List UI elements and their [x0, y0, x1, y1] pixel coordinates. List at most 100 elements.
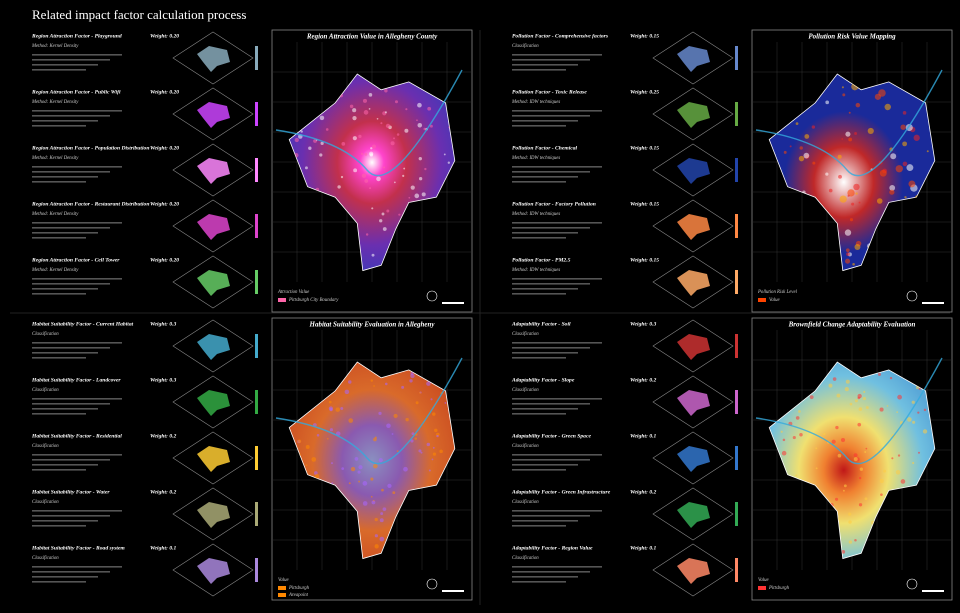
map-dot — [386, 423, 391, 428]
factor-name: Pollution Factor - PM2.5 — [512, 257, 571, 263]
text-line — [32, 454, 122, 456]
map-dot — [853, 183, 860, 191]
factor-method: Method: IDW techniques — [511, 156, 560, 161]
factor-method: Classification — [32, 332, 59, 337]
map-dot — [374, 544, 379, 549]
map-dot — [834, 497, 839, 501]
map-dot — [907, 417, 912, 422]
map-title: Region Attraction Value in Allegheny Cou… — [306, 33, 438, 41]
factor-method: Method: Kernel Density — [31, 100, 79, 105]
map-dot — [316, 433, 320, 437]
map-dot — [396, 133, 400, 136]
thumb-map — [677, 502, 710, 528]
thumb-frame — [652, 487, 734, 541]
text-line — [512, 581, 566, 583]
map-dot — [394, 100, 398, 104]
map-dot — [386, 209, 390, 213]
map-dot — [365, 233, 369, 236]
thumb-frame — [652, 319, 734, 373]
factor-name: Adaptability Factor - Soil — [511, 321, 571, 327]
legend-item: Pittsburgh — [768, 586, 790, 591]
map-dot — [393, 413, 398, 419]
text-line — [32, 413, 86, 415]
map-dot — [897, 394, 902, 400]
map-dot — [364, 152, 368, 156]
factor-name: Habitat Suitability Factor - Landcover — [31, 377, 121, 383]
text-line — [32, 525, 86, 527]
scale-bar — [922, 590, 944, 592]
map-dot — [415, 401, 419, 405]
factor-weight: Weight: 0.1 — [630, 433, 657, 439]
river — [275, 357, 463, 465]
factor-method: Classification — [512, 500, 539, 505]
map-dot — [381, 212, 385, 216]
thumb-map — [677, 214, 710, 240]
text-line — [512, 54, 602, 56]
map-dot — [403, 466, 408, 472]
map-dot — [348, 418, 354, 423]
map-dot — [852, 262, 855, 266]
map-dot — [410, 373, 415, 379]
text-line — [32, 566, 122, 568]
thumb-legend — [735, 390, 738, 414]
map-dot — [297, 439, 302, 444]
map-dot — [841, 549, 846, 554]
map-dot — [857, 422, 862, 427]
thumb-map — [197, 502, 230, 528]
thumb-map — [677, 390, 710, 416]
map-dot — [398, 213, 401, 216]
map-dot — [863, 390, 866, 393]
map-dot — [404, 128, 409, 133]
map-dot — [825, 172, 829, 176]
map-dot — [908, 180, 916, 188]
text-line — [512, 464, 578, 466]
map-dot — [848, 111, 851, 114]
text-line — [512, 454, 602, 456]
map-dot — [348, 380, 352, 384]
map-dot — [319, 153, 323, 157]
thumb-legend — [255, 46, 258, 70]
thumb-map — [197, 270, 230, 296]
text-line — [512, 571, 590, 573]
map-dot — [348, 482, 351, 485]
text-line — [32, 469, 86, 471]
text-line — [512, 352, 578, 354]
map-dot — [447, 161, 451, 164]
text-line — [32, 69, 86, 71]
map-dot — [926, 150, 929, 153]
map-dot — [902, 161, 908, 167]
factor-weight: Weight: 0.20 — [150, 201, 179, 207]
text-line — [32, 515, 110, 517]
text-line — [512, 227, 590, 229]
map-dot — [331, 482, 334, 485]
thumb-frame — [652, 375, 734, 429]
scale-bar — [442, 590, 464, 592]
map-dot — [423, 127, 426, 131]
thumb-frame — [652, 31, 734, 85]
text-line — [512, 288, 578, 290]
thumb-legend — [255, 558, 258, 582]
north-arrow — [906, 290, 918, 302]
map-dot — [319, 115, 325, 121]
map-dot — [376, 176, 381, 182]
thumb-legend — [735, 270, 738, 294]
map-dot — [384, 382, 388, 386]
map-dot — [368, 93, 373, 97]
text-line — [32, 408, 98, 410]
map-dot — [845, 258, 851, 264]
map-dot — [408, 196, 411, 199]
map-dot — [430, 398, 433, 401]
thumb-legend — [735, 158, 738, 182]
map-dot — [363, 110, 369, 115]
map-dot — [795, 416, 800, 420]
text-line — [512, 64, 578, 66]
factor-name: Region Attraction Factor - Playground — [31, 33, 122, 39]
text-line — [32, 181, 86, 183]
map-dot — [374, 517, 378, 522]
map-dot — [314, 471, 318, 475]
map-dot — [828, 383, 833, 388]
thumb-map — [197, 446, 230, 472]
map-dot — [337, 185, 341, 189]
map-dot — [371, 253, 375, 257]
text-line — [32, 237, 86, 239]
